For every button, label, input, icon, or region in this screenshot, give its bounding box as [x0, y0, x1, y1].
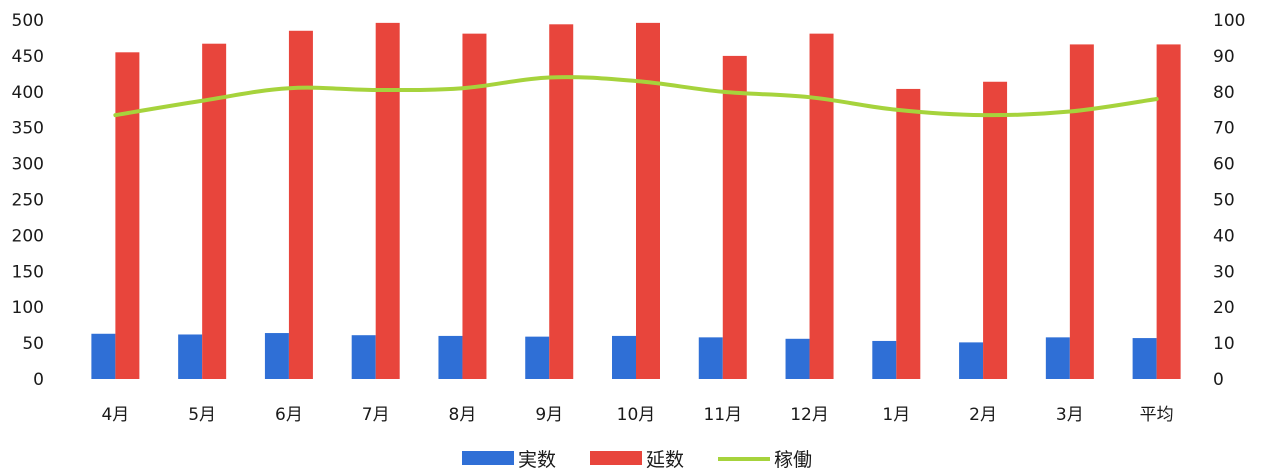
bar-total: [983, 81, 1008, 380]
y-left-tick-label: 50: [22, 334, 44, 354]
bar-total: [1156, 44, 1181, 380]
bar-actual: [872, 340, 897, 379]
y-left-tick-label: 250: [12, 191, 44, 211]
bar-total: [896, 88, 921, 379]
y-right-tick-label: 50: [1213, 191, 1235, 211]
x-tick-label: 6月: [275, 405, 303, 425]
x-tick-label: 1月: [882, 405, 910, 425]
y-left-tick-label: 350: [12, 119, 44, 139]
y-right-tick-label: 0: [1213, 370, 1224, 390]
x-tick-label: 9月: [535, 405, 563, 425]
bar-total: [462, 33, 487, 379]
bar-total: [549, 24, 574, 379]
x-tick-label: 10月: [617, 405, 656, 425]
bar-actual: [612, 335, 636, 379]
y-right-tick-label: 80: [1213, 83, 1235, 103]
y-right-tick-label: 40: [1213, 226, 1235, 246]
y-right-tick-label: 70: [1213, 119, 1235, 139]
bar-total: [375, 22, 400, 379]
bar-actual: [438, 335, 463, 379]
x-tick-label: 5月: [188, 405, 216, 425]
bar-actual: [785, 338, 810, 379]
x-tick-label: 平均: [1140, 405, 1174, 425]
x-tick-label: 8月: [449, 405, 477, 425]
line-operation-rate: [113, 75, 1159, 118]
bar-total: [1069, 44, 1094, 380]
bar-actual: [1132, 338, 1157, 379]
x-tick-label: 12月: [790, 405, 829, 425]
x-tick-label: 4月: [101, 405, 129, 425]
legend-label: 稼働: [774, 449, 812, 471]
bar-actual: [264, 333, 289, 379]
bar-actual: [351, 335, 376, 379]
bar-actual: [698, 337, 723, 379]
y-axis-right: 0 10 20 30 40 50 60 70 80 90 100: [1213, 11, 1245, 390]
legend-swatch-total: [590, 451, 642, 465]
x-tick-label: 11月: [703, 405, 742, 425]
y-right-tick-label: 90: [1213, 47, 1235, 67]
line-series: [113, 75, 1159, 118]
y-left-tick-label: 200: [12, 226, 44, 246]
x-tick-label: 3月: [1056, 405, 1084, 425]
bar-total: [636, 22, 660, 379]
y-left-tick-label: 300: [12, 155, 44, 175]
bars: [91, 22, 1181, 380]
y-left-tick-label: 0: [33, 370, 44, 390]
y-left-tick-label: 400: [12, 83, 44, 103]
y-left-tick-label: 100: [12, 298, 44, 318]
bar-actual: [178, 334, 203, 379]
bar-total: [288, 30, 313, 380]
y-right-tick-label: 100: [1213, 11, 1245, 31]
y-right-tick-label: 30: [1213, 262, 1235, 282]
x-axis: 4月 5月 6月 7月 8月 9月 10月 11月 12月 1月 2月 3月 平均: [101, 405, 1173, 425]
legend-label: 延数: [646, 449, 684, 471]
x-tick-label: 2月: [969, 405, 997, 425]
bar-total: [202, 43, 227, 379]
bar-actual: [1045, 337, 1070, 379]
y-axis-left: 0 50 100 150 200 250 300 350 400 450 500: [12, 11, 44, 390]
bar-total: [722, 55, 747, 380]
bar-total: [115, 52, 140, 380]
bar-actual: [959, 342, 984, 379]
y-left-tick-label: 150: [12, 262, 44, 282]
bar-actual: [91, 333, 116, 379]
y-right-tick-label: 60: [1213, 155, 1235, 175]
y-left-tick-label: 500: [12, 11, 44, 31]
y-right-tick-label: 20: [1213, 298, 1235, 318]
bar-total: [809, 33, 834, 379]
legend: 実数 延数 稼働: [462, 449, 812, 471]
bar-actual: [525, 336, 550, 379]
y-right-tick-label: 10: [1213, 334, 1235, 354]
y-left-tick-label: 450: [12, 47, 44, 67]
x-tick-label: 7月: [362, 405, 390, 425]
legend-swatch-actual: [462, 451, 514, 465]
legend-label: 実数: [518, 449, 556, 471]
